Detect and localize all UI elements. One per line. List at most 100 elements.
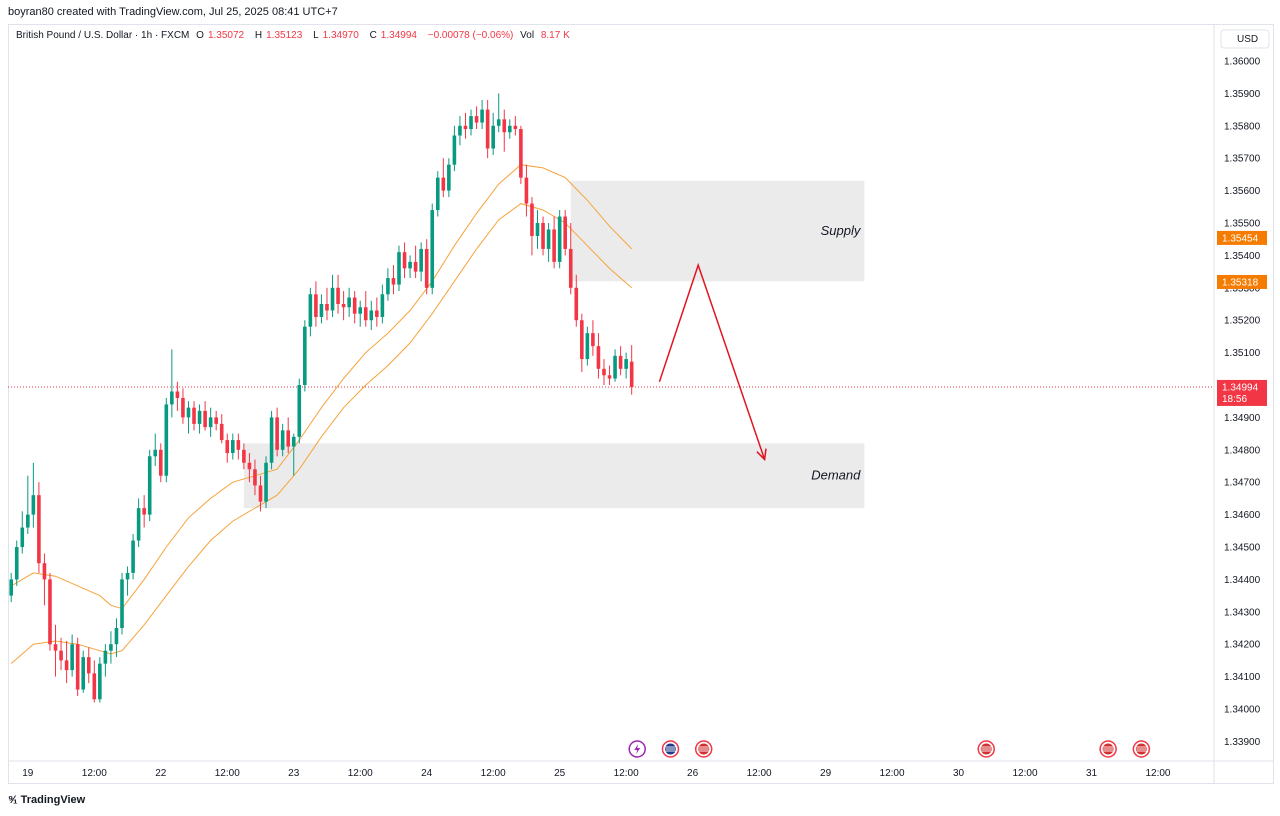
tradingview-logo[interactable]: ⁹⁄₁ TradingView [8, 794, 85, 806]
candle-body [247, 462, 252, 470]
candle-body [192, 407, 196, 424]
candle [258, 475, 263, 512]
candle-body [308, 294, 313, 327]
candle [92, 660, 97, 703]
x-tick-label: 19 [22, 768, 34, 779]
x-tick-label: 12:00 [1013, 768, 1038, 779]
candle-body [336, 287, 340, 304]
candle-body [64, 660, 69, 671]
y-tick-label: 1.34100 [1224, 672, 1261, 683]
candle-body [280, 430, 285, 450]
candle-body [463, 125, 468, 130]
x-tick-label: 12:00 [215, 768, 240, 779]
candle [103, 644, 108, 677]
candle-body [286, 430, 290, 447]
candle [546, 223, 551, 262]
candle-body [186, 407, 191, 418]
flag-us-icon [1099, 740, 1117, 758]
candle-body [81, 657, 86, 690]
x-tick-label: 22 [155, 768, 167, 779]
candle-body [170, 391, 174, 405]
candle [563, 210, 567, 256]
candle-body [214, 417, 218, 424]
y-tick-label: 1.34700 [1224, 478, 1261, 489]
candle [9, 572, 13, 603]
candle-body [291, 436, 296, 447]
candle-body [458, 125, 462, 136]
ma-upper-line [10, 164, 633, 610]
x-tick-label: 25 [554, 768, 566, 779]
candle [419, 242, 423, 282]
candle [513, 116, 518, 136]
candle [75, 637, 80, 697]
candle [424, 239, 429, 295]
candle-body [508, 125, 512, 133]
candle-body [131, 540, 135, 573]
ma-lower-line [10, 203, 633, 664]
candle [629, 345, 634, 395]
candle [397, 245, 401, 292]
candle-body [602, 368, 606, 376]
candle-body [358, 307, 363, 314]
candle-body [20, 527, 25, 547]
x-tick-label: 24 [421, 768, 433, 779]
candle-body [363, 307, 368, 321]
candle-body [441, 177, 446, 191]
candle [197, 404, 202, 434]
candle-body [430, 210, 435, 288]
candle [491, 112, 495, 155]
candle [53, 624, 58, 677]
candle [297, 378, 302, 444]
candle [264, 456, 268, 509]
candle [158, 443, 163, 483]
y-tick-label: 1.34500 [1224, 543, 1261, 554]
candle-body [447, 164, 451, 191]
candle [602, 359, 606, 385]
candle [591, 320, 595, 356]
candle-body [26, 514, 30, 528]
candle [535, 210, 540, 249]
candle [31, 462, 36, 528]
price-badge [1217, 274, 1267, 289]
flag-us-icon [1132, 740, 1151, 758]
candle-body [386, 278, 390, 295]
candle [253, 459, 257, 496]
zone-demand [243, 443, 865, 509]
symbol-legend[interactable]: British Pound / U.S. Dollar · 1h · FXCM … [16, 30, 578, 41]
chart-frame[interactable] [8, 24, 1274, 784]
candle [580, 313, 584, 373]
flag-us-icon [694, 740, 713, 758]
candle [391, 265, 396, 295]
candle [435, 171, 440, 217]
candle [402, 242, 407, 279]
candle-body [181, 397, 185, 418]
y-tick-label: 1.36000 [1224, 57, 1261, 68]
currency-label: USD [1237, 34, 1258, 45]
candle [247, 453, 252, 483]
candle [286, 417, 290, 454]
candle-body [114, 628, 119, 645]
y-tick-label: 1.35500 [1224, 219, 1261, 230]
candle [613, 349, 617, 382]
candle [269, 410, 274, 470]
y-tick-label: 1.34000 [1224, 705, 1261, 716]
x-tick-label: 12:00 [747, 768, 772, 779]
x-tick-label: 12:00 [481, 768, 506, 779]
candle [175, 381, 180, 411]
y-tick-label: 1.34300 [1224, 607, 1261, 618]
flag-uk-icon [661, 740, 680, 758]
price-badge-value: 1.35454 [1222, 233, 1259, 244]
y-tick-label: 1.35100 [1224, 348, 1261, 359]
candle-body [402, 252, 407, 269]
candle [568, 223, 573, 295]
candle-body [236, 440, 241, 450]
attribution-text: boyran80 created with TradingView.com, J… [8, 6, 338, 18]
candle [164, 397, 169, 483]
symbol-name[interactable]: British Pound / U.S. Dollar · 1h · FXCM [16, 30, 190, 41]
candle-body [258, 485, 263, 502]
legend-low: L 1.34970 [313, 30, 359, 41]
candle-body [491, 125, 495, 149]
x-tick-label: 30 [953, 768, 965, 779]
candle [20, 511, 25, 554]
